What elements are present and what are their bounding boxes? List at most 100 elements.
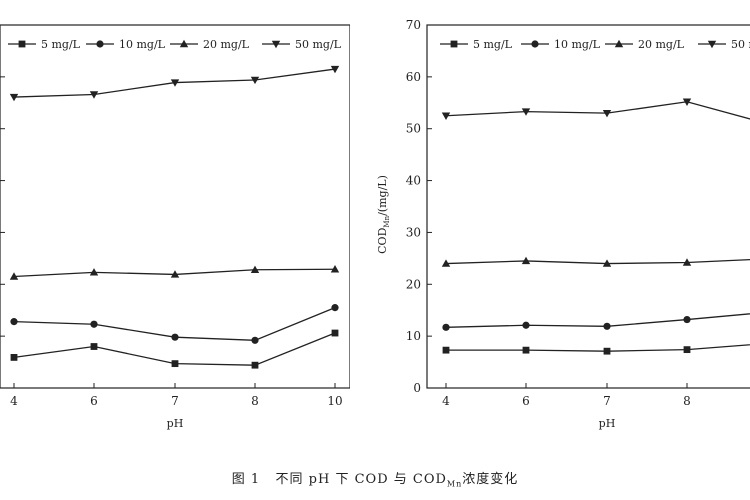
- legend-label: 5 mg/L: [41, 38, 81, 51]
- data-point: [441, 112, 451, 120]
- chart-panel-2: 5 mg/L 10 mg/L 20 mg/L 50 mg/L 0 10 20 30 40 50 60…: [376, 18, 750, 430]
- legend-label: 20 mg/L: [638, 38, 685, 51]
- data-point: [602, 109, 612, 118]
- series-line: [445, 101, 750, 120]
- data-point: [683, 346, 691, 354]
- legend-marker: [96, 40, 104, 48]
- series-3: [9, 265, 340, 280]
- data-point: [330, 265, 340, 273]
- series-line: [446, 344, 750, 352]
- x-tick-label: 6: [522, 394, 530, 408]
- data-point: [330, 65, 340, 74]
- legend-item: 10 mg/L: [521, 38, 601, 51]
- data-point: [331, 304, 339, 312]
- plot-area: 5 mg/L 10 mg/L 20 mg/L 50 mg/L: [426, 24, 750, 389]
- y-tick-label: 30: [406, 225, 421, 239]
- legend-label: 10 mg/L: [119, 38, 166, 51]
- y-tick-label: 50: [406, 122, 421, 136]
- x-tick-label: 7: [603, 394, 611, 408]
- data-point: [89, 91, 99, 99]
- data-point: [251, 361, 259, 369]
- data-point: [250, 265, 260, 273]
- data-point: [90, 320, 98, 328]
- legend-label: 10 mg/L: [554, 38, 601, 51]
- x-axis-label: pH: [599, 417, 616, 430]
- data-point: [442, 323, 450, 331]
- legend: 5 mg/L 10 mg/L 20 mg/L 50 mg/L: [440, 38, 750, 51]
- legend-item: 50 mg/L: [262, 38, 342, 51]
- legend-item: 10 mg/L: [86, 38, 166, 51]
- legend-item: 50 mg/L: [698, 38, 750, 51]
- legend-label: 50 mg/L: [731, 38, 750, 51]
- x-tick-label: 7: [171, 394, 179, 408]
- data-point: [9, 93, 19, 102]
- data-point: [521, 256, 531, 265]
- data-point: [682, 258, 692, 266]
- data-point: [522, 346, 530, 354]
- series-2: [10, 304, 339, 344]
- series-2: [442, 313, 750, 331]
- data-point: [441, 259, 451, 267]
- legend-marker: [179, 39, 189, 48]
- data-point: [522, 321, 530, 329]
- figure-caption: 图 1 不同 pH 下 COD 与 CODMn浓度变化: [0, 468, 750, 489]
- series-1: [442, 344, 750, 355]
- legend-marker: [18, 40, 26, 48]
- data-point: [10, 318, 18, 326]
- data-point: [171, 360, 179, 368]
- legend-item: 5 mg/L: [440, 38, 513, 51]
- caption-subscript: Mn: [446, 479, 463, 489]
- legend-marker: [450, 40, 458, 48]
- data-point: [171, 333, 179, 341]
- data-point: [170, 79, 180, 87]
- caption-text: 不同 pH 下 COD 与 COD: [275, 472, 447, 487]
- data-point: [683, 315, 691, 324]
- legend-marker: [707, 40, 717, 49]
- data-point: [10, 354, 18, 361]
- x-axis-label: pH: [167, 417, 184, 430]
- x-tick-label: 6: [90, 394, 98, 408]
- caption-figure-label: 图 1: [231, 472, 261, 487]
- y-tick-label: 10: [406, 329, 421, 343]
- plot-area: 5 mg/L 10 mg/L 20 mg/L 50 mg/L: [0, 24, 350, 389]
- data-point: [251, 336, 259, 344]
- data-point: [89, 268, 99, 276]
- data-point: [603, 322, 611, 330]
- legend-item: 20 mg/L: [170, 38, 250, 51]
- legend-marker: [271, 40, 281, 49]
- legend-label: 5 mg/L: [473, 38, 513, 51]
- legend-item: 20 mg/L: [605, 38, 685, 51]
- y-tick-label: 20: [406, 277, 421, 291]
- x-tick-label: 4: [442, 394, 450, 408]
- series-3: [441, 256, 750, 267]
- y-axis-label: CODMn/(mg/L): [376, 175, 391, 254]
- data-point: [90, 343, 98, 350]
- data-point: [331, 329, 339, 337]
- series-4: [9, 65, 340, 102]
- series-4: [441, 98, 750, 120]
- series-1: [10, 329, 339, 369]
- chart-panel-1: 5 mg/L 10 mg/L 20 mg/L 50 mg/L 4 6 7 8 10 pH: [0, 24, 350, 430]
- legend-marker: [531, 40, 539, 48]
- x-tick-label: 8: [683, 394, 691, 408]
- data-point: [442, 346, 450, 354]
- series-line: [445, 313, 750, 328]
- y-tick-label: 40: [406, 174, 421, 188]
- x-tick-label: 10: [327, 394, 342, 408]
- legend-item: 5 mg/L: [8, 38, 81, 51]
- data-point: [9, 272, 19, 280]
- y-tick-label: 70: [406, 18, 421, 32]
- data-point: [521, 108, 531, 116]
- data-point: [602, 259, 612, 267]
- series-line: [445, 258, 750, 265]
- legend-marker: [614, 39, 624, 48]
- data-point: [682, 98, 692, 106]
- legend-label: 20 mg/L: [203, 38, 250, 51]
- x-tick-label: 8: [251, 394, 259, 408]
- y-tick-label: 0: [413, 381, 421, 395]
- x-tick-label: 4: [10, 394, 18, 408]
- data-point: [250, 76, 260, 85]
- legend: 5 mg/L 10 mg/L 20 mg/L 50 mg/L: [8, 38, 342, 51]
